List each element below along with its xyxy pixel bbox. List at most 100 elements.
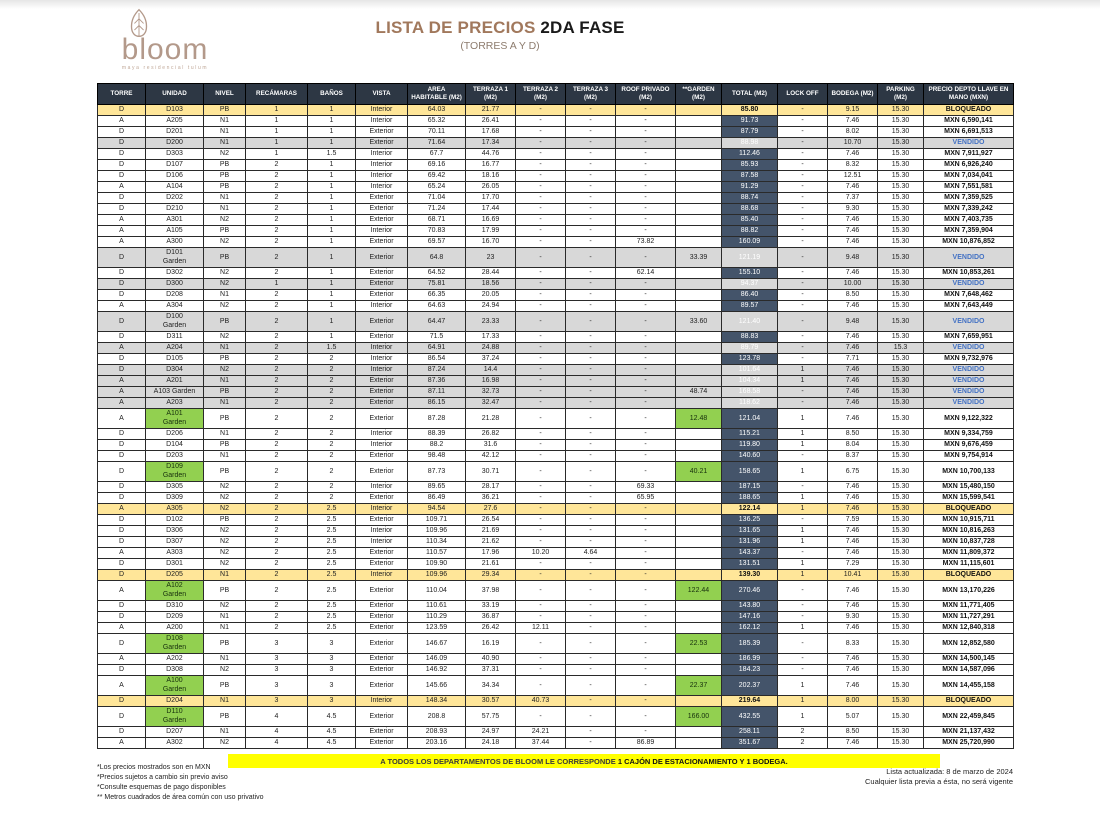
cell-terraza-2: - [515, 266, 566, 279]
cell-terraza-1: 21.62 [465, 535, 516, 548]
cell-bodega: 7.37 [827, 191, 878, 204]
cell-terraza-1: 24.88 [465, 341, 516, 354]
cell-precio: MXN 7,359,525 [923, 191, 1014, 204]
cell-precio: MXN 9,676,459 [923, 438, 1014, 451]
cell-torre: A [97, 736, 146, 749]
cell-recamaras: 1 [245, 136, 308, 149]
table-row: A A201 N1 2 2 Exterior 87.36 16.98- - -104.34 1 7.4… [97, 374, 1014, 387]
cell-roof-privado: - [615, 513, 676, 526]
cell-bodega: 7.46 [827, 599, 878, 612]
cell-precio: MXN 10,853,261 [923, 266, 1014, 279]
cell-recamaras: 2 [245, 599, 308, 612]
table-row: A A305 N2 2 2.5 Interior 94.54 27.6- - -122.14 1 7.… [97, 502, 1014, 515]
cell-lock-off: 1 [777, 438, 828, 451]
cell-nivel: PB [203, 438, 246, 451]
cell-roof-privado: - [615, 341, 676, 354]
cell-area-habitable: 123.59 [407, 621, 466, 634]
cell-lock-off: 1 [777, 363, 828, 376]
cell-recamaras: 2 [245, 341, 308, 354]
cell-terraza-3: - [565, 213, 616, 226]
cell-recamaras: 2 [245, 213, 308, 226]
cell-total: 86.40 [721, 288, 778, 301]
cell-area-habitable: 87.36 [407, 374, 466, 387]
cell-torre: A [97, 180, 146, 193]
cell-parking: 15.30 [877, 535, 924, 548]
cell-recamaras: 2 [245, 180, 308, 193]
cell-torre: D [97, 103, 146, 116]
cell-lock-off: - [777, 202, 828, 215]
cell-garden [675, 374, 722, 387]
cell-roof-privado: - [615, 125, 676, 138]
cell-recamaras: 2 [245, 310, 308, 332]
cell-total: 104.34 [721, 374, 778, 387]
table-row: A A202 N1 3 3 Exterior 146.09 40.90- - -186.99-7.… [97, 652, 1014, 665]
cell-lock-off: - [777, 235, 828, 248]
cell-terraza-3: - [565, 374, 616, 387]
table-row: D D310 N2 2 2.5 Exterior 110.61 33.19- - -143.80-… [97, 599, 1014, 612]
cell-torre: A [97, 385, 146, 398]
cell-terraza-2: - [515, 579, 566, 601]
brand-tagline: maya residencial tulum [121, 65, 209, 71]
cell-nivel: N2 [203, 736, 246, 749]
cell-total: 270.46 [721, 579, 778, 601]
table-row: D D209 N1 2 2.5 Exterior 110.29 36.87- - -147.16-… [97, 610, 1014, 623]
cell-nivel: N1 [203, 610, 246, 623]
cell-parking: 15.30 [877, 524, 924, 537]
cell-torre: D [97, 491, 146, 504]
cell-terraza-2: - [515, 610, 566, 623]
cell-recamaras: 2 [245, 610, 308, 623]
cell-vista: Interior [355, 147, 408, 160]
cell-parking: 15.30 [877, 513, 924, 526]
cell-nivel: N1 [203, 427, 246, 440]
cell-roof-privado: - [615, 427, 676, 440]
cell-area-habitable: 71.64 [407, 136, 466, 149]
cell-recamaras: 2 [245, 438, 308, 451]
cell-roof-privado: - [615, 502, 676, 515]
cell-nivel: N2 [203, 546, 246, 559]
cell-lock-off: 1 [777, 535, 828, 548]
cell-vista: Interior [355, 352, 408, 365]
table-row: D D109 Garden PB 2 2 Exterior 87.73 30.71- - -40.… [97, 460, 1014, 482]
cell-torre: A [97, 213, 146, 226]
cell-roof-privado: - [615, 310, 676, 332]
cell-parking: 15.30 [877, 396, 924, 409]
cell-vista: Interior [355, 103, 408, 116]
cell-terraza-3: - [565, 169, 616, 182]
cell-terraza-3: - [565, 460, 616, 482]
cell-area-habitable: 88.2 [407, 438, 466, 451]
cell-unidad: A202 [145, 652, 204, 665]
cell-unidad: A101 Garden [145, 407, 204, 429]
cell-roof-privado: - [615, 158, 676, 171]
cell-precio: BLOQUEADO [923, 502, 1014, 515]
cell-unidad: D300 [145, 277, 204, 290]
cell-vista: Exterior [355, 491, 408, 504]
cell-recamaras: 4 [245, 736, 308, 749]
table-row: A A303 N2 2 2.5 Exterior 110.57 17.96 10.20 4.64-… [97, 546, 1014, 559]
cell-nivel: N1 [203, 694, 246, 707]
cell-bodega: 7.46 [827, 114, 878, 127]
footnote: *Consulte esquemas de pago disponibles [97, 783, 226, 791]
cell-precio: MXN 10,700,133 [923, 460, 1014, 482]
cell-roof-privado: - [615, 352, 676, 365]
cell-parking: 15.30 [877, 407, 924, 429]
cell-precio: MXN 13,170,226 [923, 579, 1014, 601]
table-row: D D208 N1 2 1 Exterior 66.35 20.05- - -86.40-8.50… [97, 288, 1014, 301]
footnote: *Precios sujetos a cambio sin previo avi… [97, 773, 228, 781]
cell-terraza-1: 16.70 [465, 235, 516, 248]
cell-precio: VENDIDO [923, 310, 1014, 332]
cell-precio: MXN 11,809,372 [923, 546, 1014, 559]
cell-banos: 4.5 [307, 705, 356, 727]
cell-parking: 15.30 [877, 557, 924, 570]
cell-total: 351.67 [721, 736, 778, 749]
cell-unidad: D208 [145, 288, 204, 301]
cell-precio: MXN 21,137,432 [923, 725, 1014, 738]
cell-garden [675, 568, 722, 581]
cell-terraza-1: 17.34 [465, 136, 516, 149]
cell-precio: MXN 12,852,580 [923, 632, 1014, 654]
table-row: D D106 PB 2 1 Interior 69.42 18.16- - -87.58-12.5… [97, 169, 1014, 182]
cell-terraza-1: 57.75 [465, 705, 516, 727]
cell-bodega: 7.46 [827, 330, 878, 343]
cell-banos: 2 [307, 374, 356, 387]
cell-terraza-3: - [565, 158, 616, 171]
cell-lock-off: - [777, 352, 828, 365]
